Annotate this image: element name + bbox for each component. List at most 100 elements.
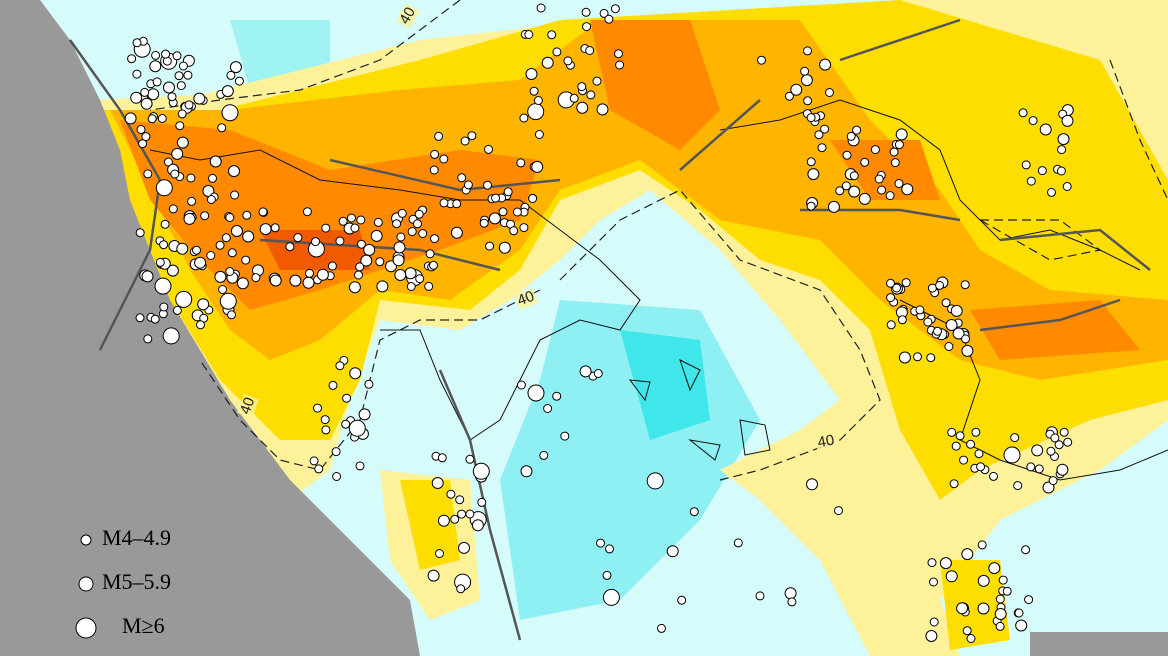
earthquake — [197, 298, 210, 311]
fault — [68, 39, 162, 351]
earthquake — [479, 218, 489, 228]
earthquake — [886, 278, 895, 288]
earthquake — [610, 4, 620, 14]
earthquake — [784, 91, 794, 101]
severe-zone — [970, 300, 1140, 360]
earthquake — [414, 209, 424, 219]
earthquake — [835, 186, 845, 196]
earthquake — [602, 570, 612, 580]
earthquake — [406, 282, 416, 291]
earthquake — [531, 160, 544, 173]
earthquake — [901, 278, 911, 288]
earthquake — [1018, 108, 1028, 118]
earthquake — [817, 143, 827, 153]
earthquake — [289, 274, 302, 287]
earthquake — [1056, 463, 1069, 476]
contour-label: 40 — [515, 288, 536, 310]
earthquake — [258, 207, 268, 217]
contour — [199, 289, 541, 471]
earthquake — [827, 200, 840, 213]
earthquake — [541, 56, 554, 69]
earthquake — [1015, 619, 1028, 632]
earthquake — [784, 587, 797, 600]
earthquake — [593, 369, 603, 378]
earthquake — [429, 260, 438, 270]
earthquake — [463, 180, 473, 190]
earthquake — [485, 241, 495, 251]
earthquake — [328, 380, 338, 390]
earthquake — [666, 545, 679, 558]
earthquake — [321, 223, 331, 233]
earthquake — [1013, 481, 1023, 491]
earthquake — [176, 242, 189, 255]
earthquake — [1002, 586, 1012, 596]
earthquake — [450, 226, 463, 239]
earthquake — [396, 232, 406, 242]
earthquake — [901, 183, 914, 196]
earthquake — [961, 334, 971, 344]
earthquake — [956, 602, 969, 615]
earthquake — [484, 144, 493, 154]
earthquake — [221, 85, 234, 98]
earthquake — [242, 230, 255, 243]
earthquake — [225, 267, 235, 276]
earthquake — [162, 327, 180, 345]
earthquake — [458, 541, 470, 554]
earthquake — [435, 549, 444, 558]
earthquake — [787, 597, 797, 607]
earthquake — [529, 86, 539, 96]
earthquake — [988, 562, 1001, 575]
earthquake — [430, 234, 439, 244]
earthquake — [172, 305, 182, 315]
earthquake — [533, 96, 543, 105]
earthquake — [415, 274, 425, 284]
earthquake — [184, 100, 194, 110]
earthquake — [552, 391, 562, 401]
earthquake — [171, 147, 184, 160]
earthquake — [677, 595, 687, 605]
fault — [438, 369, 522, 641]
earthquake — [251, 273, 261, 283]
earthquake — [200, 211, 210, 221]
earthquake — [175, 121, 185, 131]
contour-label-bg — [814, 432, 838, 452]
earthquake — [512, 207, 522, 217]
earthquake — [178, 61, 188, 71]
earthquake — [1063, 437, 1073, 447]
earthquake — [350, 223, 360, 233]
earthquake — [819, 58, 832, 71]
earthquake — [925, 630, 938, 642]
legend-label: M≥6 — [122, 613, 165, 638]
earthquake — [163, 81, 175, 94]
earthquake — [437, 514, 450, 527]
earthquake — [898, 351, 911, 364]
legend-label: M4–4.9 — [102, 525, 171, 550]
earthquake — [206, 195, 216, 204]
earthquake — [599, 8, 609, 18]
earthquake — [1046, 446, 1056, 456]
earthquake — [858, 192, 871, 205]
earthquake — [604, 14, 614, 24]
earthquake — [488, 212, 501, 225]
earthquake — [498, 241, 511, 254]
earthquake — [605, 544, 614, 554]
earthquake — [392, 254, 405, 267]
earthquake — [320, 415, 330, 425]
earthquake — [1056, 166, 1066, 176]
earthquake — [897, 315, 907, 325]
earthquake — [977, 540, 987, 550]
earthquake — [1054, 440, 1064, 450]
contour-label: 40 — [816, 432, 835, 452]
earthquake — [962, 626, 972, 636]
earthquake — [168, 204, 178, 214]
earthquake — [1010, 433, 1020, 443]
earthquake — [166, 264, 179, 277]
contour — [149, 0, 461, 111]
earthquake — [174, 71, 184, 81]
earthquake — [135, 313, 145, 323]
earthquake — [689, 507, 699, 517]
earthquake — [870, 145, 880, 155]
earthquake — [519, 113, 529, 123]
earthquake — [524, 30, 534, 39]
earthquake — [503, 187, 513, 197]
